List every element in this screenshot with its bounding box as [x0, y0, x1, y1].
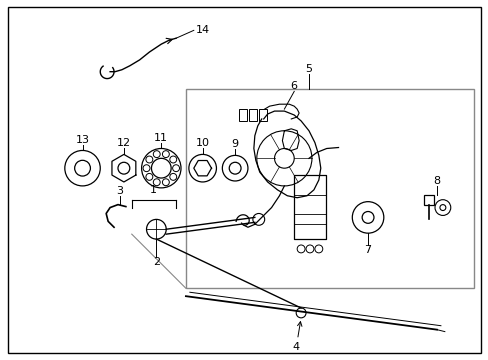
- Text: 6: 6: [290, 81, 297, 91]
- Bar: [294, 175, 325, 239]
- Bar: [258, 109, 266, 121]
- Text: 7: 7: [364, 245, 371, 255]
- Bar: [239, 109, 246, 121]
- Bar: [423, 195, 433, 204]
- Text: 3: 3: [116, 186, 123, 196]
- Text: 1: 1: [150, 185, 157, 195]
- Text: 8: 8: [432, 176, 440, 186]
- Text: 13: 13: [75, 135, 89, 145]
- Text: 2: 2: [153, 257, 160, 267]
- Bar: [248, 109, 256, 121]
- Text: 4: 4: [292, 321, 301, 352]
- Text: 5: 5: [305, 64, 312, 74]
- Text: 9: 9: [231, 139, 238, 149]
- Text: 11: 11: [154, 132, 168, 143]
- Text: 14: 14: [195, 25, 209, 35]
- Text: 12: 12: [117, 139, 131, 148]
- Bar: [185, 89, 473, 288]
- Text: 10: 10: [195, 139, 209, 148]
